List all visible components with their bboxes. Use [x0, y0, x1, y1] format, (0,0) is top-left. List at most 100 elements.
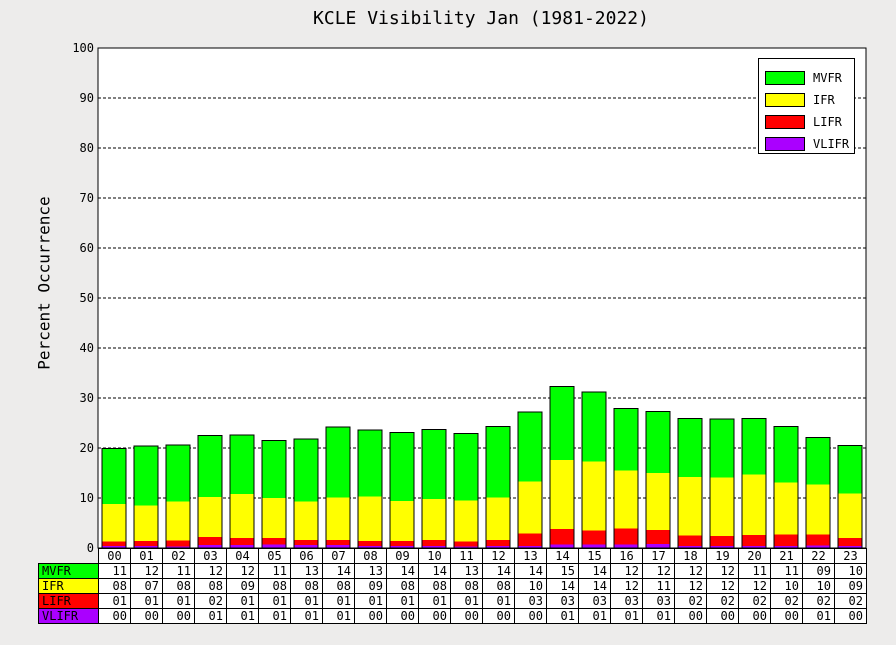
y-tick-label: 0: [87, 541, 94, 555]
table-cell: 00: [450, 608, 483, 624]
table-cell: 10: [834, 563, 867, 579]
bar-segment-lifr-08: [358, 541, 382, 546]
table-cell: 14: [514, 563, 547, 579]
table-cell: 03: [610, 593, 643, 609]
table-cell: 08: [418, 578, 451, 594]
bar-segment-lifr-00: [102, 541, 126, 546]
bar-segment-ifr-14: [550, 460, 574, 529]
table-cell: 00: [674, 608, 707, 624]
table-cell: 08: [386, 578, 419, 594]
x-tick-label: 01: [130, 548, 163, 564]
bar-segment-mvfr-22: [806, 437, 830, 485]
bar-segment-lifr-17: [646, 530, 670, 544]
table-cell: 11: [738, 563, 771, 579]
table-cell: 12: [738, 578, 771, 594]
y-tick-label: 40: [80, 341, 94, 355]
y-tick-label: 70: [80, 191, 94, 205]
y-tick-label: 20: [80, 441, 94, 455]
table-cell: 11: [162, 563, 195, 579]
bar-segment-vlifr-13: [518, 546, 542, 548]
table-cell: 01: [802, 608, 835, 624]
table-cell: 02: [802, 593, 835, 609]
table-cell: 01: [226, 608, 259, 624]
table-row-mvfr: MVFR 11 12 11 12 12 11 13 14 13 14 14 13 14 14 15 14 12 12…: [38, 563, 867, 579]
x-tick-label: 17: [642, 548, 675, 564]
table-cell: 01: [258, 608, 291, 624]
bar-segment-vlifr-02: [166, 546, 190, 548]
table-cell: 00: [98, 608, 131, 624]
table-row-label: MVFR: [38, 563, 99, 579]
table-cell: 12: [674, 563, 707, 579]
table-cell: 14: [578, 563, 611, 579]
table-cell: 01: [322, 608, 355, 624]
bar-segment-vlifr-14: [550, 544, 574, 548]
bar-segment-lifr-16: [614, 528, 638, 545]
table-cell: 14: [482, 563, 515, 579]
x-tick-label: 12: [482, 548, 515, 564]
table-cell: 10: [770, 578, 803, 594]
bar-segment-mvfr-03: [198, 435, 222, 497]
legend-swatch: [765, 71, 805, 85]
table-cell: 01: [482, 593, 515, 609]
bar-segment-ifr-19: [710, 477, 734, 536]
bar-segment-ifr-00: [102, 504, 126, 542]
bar-segment-lifr-14: [550, 529, 574, 545]
bar-segment-ifr-13: [518, 481, 542, 534]
bars: [101, 386, 863, 549]
table-cell: 00: [354, 608, 387, 624]
legend-item-lifr: LIFR: [765, 111, 854, 133]
bar-segment-ifr-22: [806, 484, 830, 535]
table-cell: 08: [290, 578, 323, 594]
bar-segment-vlifr-22: [806, 545, 830, 548]
x-tick-label: 04: [226, 548, 259, 564]
bar-segment-lifr-02: [166, 540, 190, 547]
bar-segment-vlifr-09: [390, 546, 414, 548]
bar-segment-ifr-04: [230, 494, 254, 538]
bar-segment-mvfr-10: [422, 429, 446, 499]
bar-segment-vlifr-18: [678, 546, 702, 548]
table-cell: 01: [354, 593, 387, 609]
table-cell: 12: [194, 563, 227, 579]
bar-segment-mvfr-20: [742, 418, 766, 475]
bar-segment-lifr-05: [262, 538, 286, 545]
table-cell: 09: [834, 578, 867, 594]
bar-segment-mvfr-07: [326, 427, 350, 498]
table-cell: 00: [834, 608, 867, 624]
bar-segment-vlifr-16: [614, 544, 638, 548]
table-cell: 02: [194, 593, 227, 609]
bar-segment-mvfr-00: [102, 448, 126, 504]
table-row-label: LIFR: [38, 593, 99, 609]
table-cell: 02: [706, 593, 739, 609]
bar-segment-lifr-19: [710, 536, 734, 546]
table-cell: 01: [546, 608, 579, 624]
bar-segment-ifr-17: [646, 473, 670, 530]
table-row-lifr: LIFR 01 01 01 02 01 01 01 01 01 01 01 01 01 03 03 03 03 03…: [38, 593, 867, 609]
table-cell: 09: [354, 578, 387, 594]
bar-segment-vlifr-19: [710, 546, 734, 548]
y-tick-label: 30: [80, 391, 94, 405]
bar-segment-lifr-01: [134, 541, 158, 546]
bar-segment-vlifr-08: [358, 546, 382, 548]
table-cell: 11: [98, 563, 131, 579]
bar-segment-lifr-15: [582, 530, 606, 545]
table-cell: 08: [194, 578, 227, 594]
bar-segment-vlifr-04: [230, 545, 254, 548]
bar-segment-ifr-02: [166, 501, 190, 541]
table-cell: 01: [642, 608, 675, 624]
bar-segment-ifr-16: [614, 470, 638, 529]
y-tick-label: 50: [80, 291, 94, 305]
bar-segment-mvfr-06: [294, 439, 318, 502]
table-cell: 11: [770, 563, 803, 579]
x-tick-label: 15: [578, 548, 611, 564]
x-tick-label: 13: [514, 548, 547, 564]
bar-segment-vlifr-06: [294, 545, 318, 548]
table-cell: 00: [386, 608, 419, 624]
table-cell: 12: [706, 578, 739, 594]
legend-swatch: [765, 137, 805, 151]
table-cell: 09: [802, 563, 835, 579]
bar-segment-mvfr-15: [582, 392, 606, 462]
table-cell: 15: [546, 563, 579, 579]
table-cell: 03: [546, 593, 579, 609]
table-cell: 08: [258, 578, 291, 594]
x-tick-label: 21: [770, 548, 803, 564]
